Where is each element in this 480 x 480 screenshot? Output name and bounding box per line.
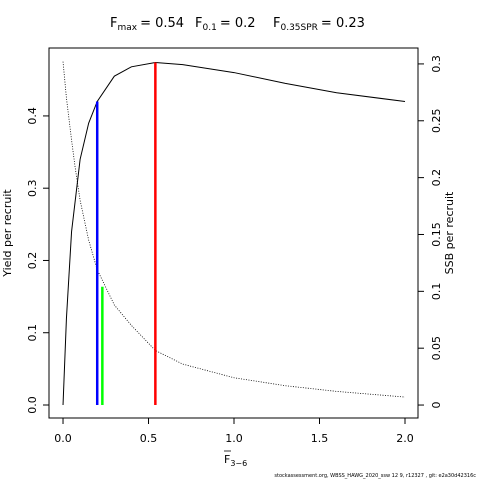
plot-frame <box>48 47 419 419</box>
x-axis-label: F3−6 <box>224 453 247 468</box>
y2-tick-label: 0.25 <box>430 109 443 134</box>
x-label-subscript: 3−6 <box>230 459 247 468</box>
y-tick-label: 0.4 <box>26 107 39 125</box>
title-text: = 0.54 <box>140 16 184 31</box>
x-label-symbol: F <box>224 453 230 466</box>
title-subscript: max <box>117 23 137 33</box>
title-symbol: F <box>273 16 280 31</box>
title-item: Fmax = 0.54 <box>110 16 184 33</box>
title-item: F0.1 = 0.2 <box>195 16 256 33</box>
y2-tick-label: 0.1 <box>430 283 443 301</box>
y2-tick-label: 0.15 <box>430 222 443 247</box>
y2-tick-label: 0.2 <box>430 169 443 187</box>
title-text: = 0.23 <box>321 16 365 31</box>
y2-tick-label: 0.3 <box>430 55 443 73</box>
x-tick-label: 0.0 <box>54 432 72 445</box>
y2-tick-label: 0 <box>430 402 443 409</box>
series-line <box>62 61 406 398</box>
y2-axis-label: SSB per recruit <box>443 191 456 274</box>
title-subscript: 0.1 <box>202 23 216 33</box>
y2-tick-label: 0.05 <box>430 336 443 361</box>
title-symbol: F <box>195 16 202 31</box>
y-tick-label: 0.0 <box>26 396 39 414</box>
x-tick-label: 1.5 <box>311 432 329 445</box>
x-tick-label: 1.0 <box>225 432 243 445</box>
y-tick-label: 0.2 <box>26 252 39 270</box>
title-text: = 0.2 <box>220 16 256 31</box>
y-axis-label: Yield per recruit <box>1 189 14 278</box>
footnote: stockassessment.org, WBSS_HAWG_2020_ssw … <box>274 473 476 479</box>
x-tick-label: 0.5 <box>140 432 158 445</box>
y-tick-label: 0.1 <box>26 324 39 342</box>
x-tick-label: 2.0 <box>396 432 414 445</box>
title-symbol: F <box>110 16 117 31</box>
y-tick-label: 0.3 <box>26 179 39 197</box>
series-line <box>62 61 406 406</box>
title-item: F0.35SPR = 0.23 <box>273 16 365 33</box>
title-subscript: 0.35SPR <box>280 23 317 33</box>
